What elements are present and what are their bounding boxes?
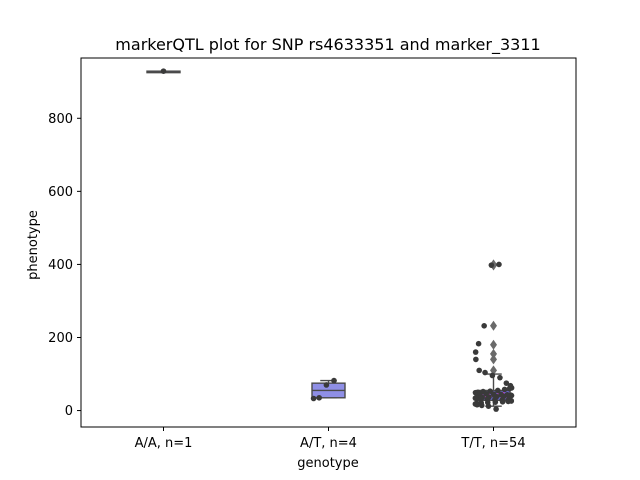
data-point [310, 395, 317, 402]
outlier-marker [490, 339, 497, 350]
data-point [494, 387, 501, 394]
y-tick-label: 600 [48, 185, 73, 200]
data-point [323, 382, 330, 388]
x-axis-label: genotype [297, 456, 358, 471]
data-point [485, 403, 492, 409]
data-point [478, 396, 484, 402]
data-point [316, 394, 322, 401]
data-point [472, 349, 479, 355]
y-tick-label: 0 [65, 404, 73, 419]
outlier-marker [490, 354, 497, 365]
data-point [331, 377, 337, 384]
data-point [474, 401, 480, 408]
chart-title: markerQTL plot for SNP rs4633351 and mar… [115, 35, 540, 55]
x-axis: A/A, n=1 A/T, n=4 T/T, n=54 [135, 427, 526, 451]
outlier-marker [490, 348, 497, 359]
plot-frame [80, 57, 577, 428]
plot-area [80, 57, 577, 428]
data-point [481, 322, 487, 329]
data-point [482, 369, 488, 376]
data-point [473, 356, 479, 363]
outlier-marker [490, 320, 497, 331]
data-point [506, 385, 513, 392]
x-tick-label: A/A, n=1 [135, 436, 193, 451]
data-point [497, 374, 503, 381]
data-point [160, 68, 167, 74]
y-axis-label: phenotype [26, 210, 41, 280]
data-point [501, 386, 508, 393]
data-point [505, 398, 512, 405]
x-tick-label: A/T, n=4 [300, 436, 357, 451]
data-point [475, 340, 482, 347]
data-point [496, 261, 502, 268]
x-tick-label: T/T, n=54 [460, 436, 525, 451]
data-point [489, 372, 496, 379]
data-point [493, 406, 499, 412]
data-point [473, 395, 480, 402]
data-point [488, 262, 495, 268]
y-axis: 0 200 400 600 800 [48, 112, 81, 419]
data-point [506, 393, 512, 399]
y-tick-label: 200 [48, 331, 73, 346]
data-point [478, 402, 485, 409]
data-point [476, 367, 482, 374]
data-point [503, 380, 510, 386]
y-tick-label: 800 [48, 112, 73, 127]
data-point [499, 398, 506, 405]
data-point [492, 399, 499, 405]
y-tick-label: 400 [48, 258, 73, 273]
